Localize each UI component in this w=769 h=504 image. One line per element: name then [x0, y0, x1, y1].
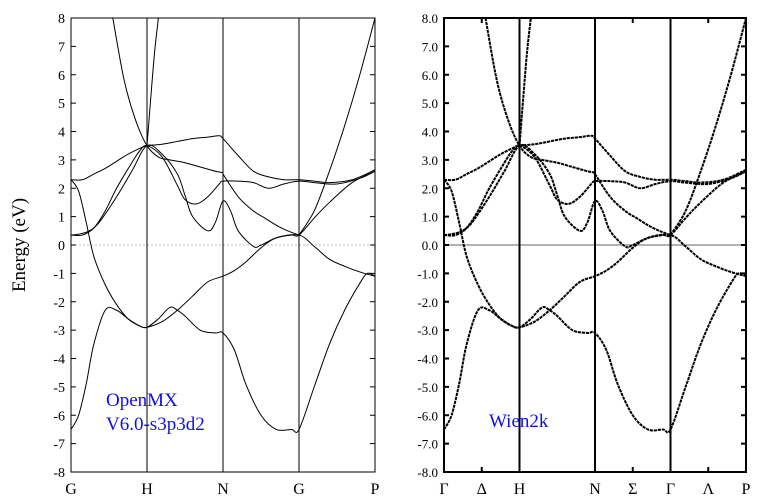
y-tick-label: 0.0 [422, 238, 438, 253]
y-tick-label: -6.0 [417, 408, 438, 423]
y-tick-label: -7.0 [417, 437, 438, 452]
band-line [112, 18, 224, 174]
y-tick-label: -3.0 [417, 323, 438, 338]
band-lines [71, 18, 375, 434]
y-tick-label: 0 [58, 239, 65, 254]
band-line [518, 18, 532, 146]
wien2k-band-panel: -8.0 -7.0 -6.0 -5.0 -4.0 -3.0 -2.0 -1.0 0.0 1.0 2.… [417, 11, 750, 498]
k-point-label: Σ [628, 481, 637, 498]
y-tick-label: -4.0 [417, 352, 438, 367]
band-line [222, 173, 300, 236]
y-tick-label: 1 [58, 211, 65, 226]
k-point-label: H [514, 481, 526, 498]
band-line [669, 18, 746, 236]
y-tick-label: 8.0 [422, 11, 438, 26]
y-tick-label: 7.0 [422, 39, 438, 54]
band-line [594, 173, 671, 237]
band-line [146, 18, 159, 146]
openmx-band-panel: -8 -7 -6 -5 -4 -3 -2 -1 0 1 2 3 4 5 6 7 8 G H N G P OpenMX V6.0… [53, 12, 379, 498]
band-line [71, 145, 375, 237]
y-tick-label: 7 [58, 40, 65, 55]
y-tick-label: -4 [53, 353, 65, 368]
k-point-label: Δ [477, 481, 487, 498]
y-tick-label: 3.0 [422, 153, 438, 168]
y-tick-label: -5 [53, 381, 65, 396]
band-line [444, 179, 746, 329]
y-tick-label: -8 [53, 466, 65, 481]
k-point-label: P [371, 481, 380, 498]
k-point-label: N [589, 481, 601, 498]
y-tick-label: -8.0 [417, 465, 438, 480]
k-point-label: N [217, 481, 229, 498]
y-tick-label: -2 [53, 296, 65, 311]
band-line [71, 272, 375, 434]
y-axis-label: Energy (eV) [9, 198, 30, 292]
y-tick-label: 2.0 [422, 181, 438, 196]
code-annotation: OpenMX [106, 390, 178, 411]
band-line [298, 18, 375, 236]
y-tick-label: -7 [53, 438, 65, 453]
code-annotation: Wien2k [489, 411, 549, 432]
code-annotation: V6.0-s3p3d2 [106, 414, 205, 435]
y-tick-label: 5 [58, 97, 65, 112]
k-point-label: Γ [439, 481, 448, 498]
band-line [484, 18, 596, 174]
y-tick-label: 6.0 [422, 68, 438, 83]
band-line [444, 144, 746, 237]
y-tick-label: -1 [53, 267, 65, 282]
y-tick-label: -6 [53, 409, 65, 424]
k-point-label: H [141, 481, 153, 498]
k-point-label: P [742, 481, 751, 498]
k-point-label: Γ [666, 481, 675, 498]
band-lines [444, 18, 746, 434]
y-tick-label: -1.0 [417, 266, 438, 281]
k-point-label: G [293, 481, 305, 498]
y-tick-label: 1.0 [422, 210, 438, 225]
y-tick-label: 4 [58, 126, 65, 141]
y-tick-label: 5.0 [422, 96, 438, 111]
band-line [71, 144, 375, 248]
band-line [444, 134, 746, 184]
band-line [444, 272, 746, 434]
y-tick-label: 2 [58, 182, 65, 197]
y-tick-label: -3 [53, 324, 65, 339]
band-line [71, 179, 375, 329]
k-point-label: Λ [702, 481, 714, 498]
y-tick-label: 6 [58, 69, 65, 84]
y-tick-label: 8 [58, 12, 65, 27]
y-tick-label: 3 [58, 154, 65, 169]
k-point-label: G [65, 481, 77, 498]
y-tick-label: -2.0 [417, 295, 438, 310]
y-tick-label: 4.0 [422, 125, 438, 140]
band-line [71, 135, 375, 184]
y-tick-label: -5.0 [417, 380, 438, 395]
